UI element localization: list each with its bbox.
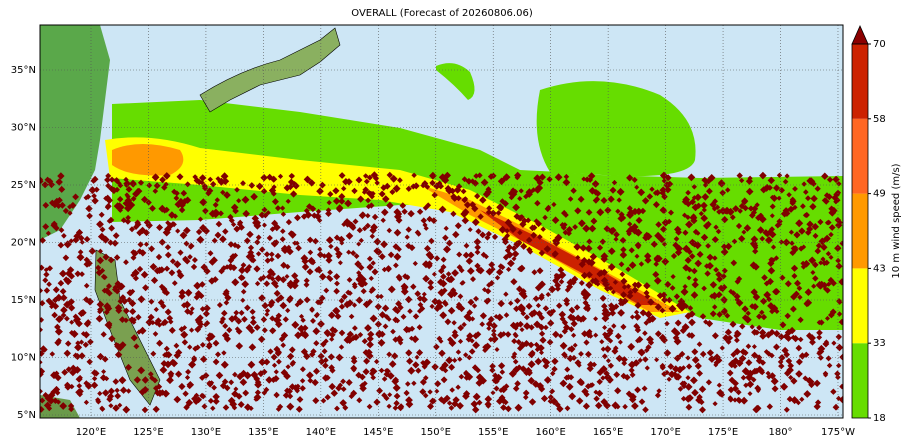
colorbar-tick-label: 58 [873,114,886,125]
colorbar-tick-label: 18 [873,413,886,424]
lon-label: 150°E [421,427,451,438]
map-title: OVERALL (Forecast of 20260806.06) [351,8,533,19]
colorbar-tick-label: 33 [873,338,886,349]
wind-extreme-points [40,171,843,414]
colorbar: 18 33 43 49 58 70 [851,25,886,424]
lat-label: 30°N [11,123,36,134]
wind-green [536,81,696,177]
lon-label: 170°E [650,427,680,438]
lon-label: 175°E [708,427,738,438]
lon-label: 165°E [593,427,623,438]
lon-label: 120°E [76,427,106,438]
lon-label: 130°E [191,427,221,438]
lon-label: 160°E [535,427,565,438]
lon-label: 145°E [363,427,393,438]
wind-green [436,63,475,100]
colorbar-segment [852,44,868,119]
lon-label: 180° [768,427,792,438]
map-frame [39,24,844,419]
lat-label: 15°N [11,295,36,306]
wind-yellow [105,137,690,318]
colorbar-tick-label: 70 [873,39,886,50]
colorbar-tick-label: 43 [873,263,886,274]
colorbar-tick-label: 49 [873,189,886,200]
lat-label: 35°N [11,65,36,76]
wind-orange [112,144,184,176]
lon-label: 175°W [821,427,855,438]
lon-label: 140°E [306,427,336,438]
lon-label: 125°E [133,427,163,438]
colorbar-frame [851,43,869,419]
lat-label: 20°N [11,238,36,249]
colorbar-extend [851,25,869,45]
colorbar-segment [852,118,868,194]
lon-label: 135°E [248,427,278,438]
colorbar-segment [852,343,868,418]
graticule [40,25,843,418]
wind-green [112,100,843,330]
lat-label: 10°N [11,353,36,364]
lon-label: 155°E [478,427,508,438]
colorbar-segment [852,268,868,344]
colorbar-label: 10 m wind speed (m/s) [891,163,902,278]
map-area [40,25,843,418]
colorbar-segment [852,193,868,269]
lat-label: 25°N [11,180,36,191]
land-japan [199,27,341,113]
land-asia [40,25,110,240]
lat-label: 5°N [17,410,36,421]
